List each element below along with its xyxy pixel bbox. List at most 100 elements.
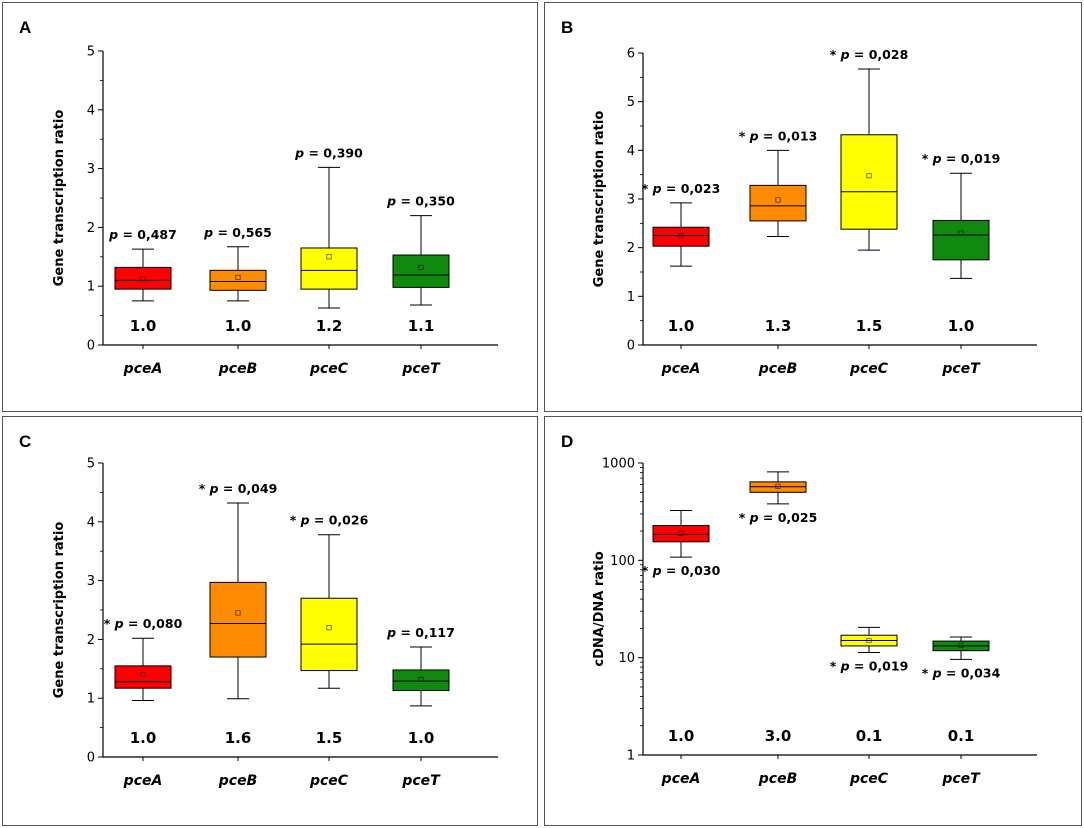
p-symbol: p [745, 128, 758, 143]
p-value-pceC: * p = 0,028 [830, 47, 909, 62]
p-symbol: p [836, 659, 849, 674]
y-axis-label: Gene transcription ratio [52, 110, 67, 287]
p-symbol: p [836, 47, 849, 62]
box-pceT [392, 254, 450, 288]
p-symbol: p [205, 481, 218, 496]
ratio-label-pceT: 1.1 [408, 317, 435, 335]
ratio-label-pceA: 1.0 [668, 317, 695, 335]
p-number: = 0,023 [662, 181, 721, 196]
p-symbol: p [386, 625, 396, 640]
y-tick-label: 5 [627, 95, 635, 110]
p-symbol: p [648, 563, 661, 578]
panel-c: C 0 1 2 3 4 5 Gene transcription ratio * p = 0,0… [2, 416, 538, 826]
panel-letter-b: B [561, 18, 573, 37]
y-tick-label: 0 [87, 751, 95, 766]
p-symbol: p [386, 194, 396, 209]
significance-star: * [739, 128, 746, 143]
significance-star: * [642, 181, 649, 196]
mean-marker-pceC [326, 254, 332, 260]
box-pceT [392, 669, 450, 692]
category-label-pceB: pceB [758, 361, 798, 377]
category-label-pceB: pceB [218, 773, 258, 789]
p-symbol: p [110, 616, 123, 631]
box-pceB [209, 269, 267, 291]
y-tick-label: 6 [627, 47, 635, 62]
panel-d: D 1 10 100 1000 cDNA/DNA ratio * p = 0,030 1.0 p… [544, 416, 1082, 826]
y-tick-label: 3 [87, 162, 95, 177]
y-tick-label: 1000 [602, 457, 635, 472]
significance-star: * [922, 665, 929, 680]
p-number: = 0,026 [310, 513, 369, 528]
p-number: = 0,025 [759, 510, 818, 525]
ratio-label-pceT: 1.0 [948, 317, 975, 335]
category-label-pceB: pceB [218, 361, 258, 377]
p-value-pceC: * p = 0,026 [290, 513, 369, 528]
y-tick-label: 1 [87, 280, 95, 295]
category-label-pceC: pceC [309, 361, 349, 377]
p-symbol: p [648, 181, 661, 196]
panel-a: A 0 1 2 3 4 5 Gene transcription ratio p = 0,487… [2, 2, 538, 412]
p-value-pceA: * p = 0,030 [642, 563, 721, 578]
y-tick-label: 2 [627, 241, 635, 256]
category-label-pceC: pceC [309, 773, 349, 789]
y-axis-label: Gene transcription ratio [52, 522, 67, 699]
significance-star: * [199, 481, 206, 496]
p-value-pceT: * p = 0,034 [922, 665, 1001, 680]
ratio-label-pceB: 3.0 [765, 727, 792, 745]
ratio-label-pceB: 1.3 [765, 317, 792, 335]
box-pceA [652, 226, 710, 247]
category-label-pceT: pceT [941, 771, 981, 787]
p-number: = 0,049 [219, 481, 278, 496]
y-tick-label: 1 [627, 290, 635, 305]
p-symbol: p [928, 665, 941, 680]
y-tick-label: 2 [87, 221, 95, 236]
chart-b: B 0 1 2 3 4 5 6 Gene transcription ratio * p = 0,… [561, 18, 1037, 377]
y-tick-label: 3 [87, 574, 95, 589]
y-tick-label: 4 [627, 144, 635, 159]
p-symbol: p [203, 225, 213, 240]
box-pceA [652, 524, 710, 543]
p-number: = 0,390 [304, 145, 363, 160]
ratio-label-pceT: 0.1 [948, 727, 975, 745]
panel-letter-a: A [19, 18, 31, 37]
p-value-pceT: p = 0,350 [386, 194, 455, 209]
mean-marker-pceC [326, 625, 332, 631]
p-value-pceB: * p = 0,049 [199, 481, 278, 496]
p-number: = 0,019 [850, 659, 909, 674]
y-tick-label: 100 [610, 554, 635, 569]
chart-c: C 0 1 2 3 4 5 Gene transcription ratio * p = 0,0… [19, 432, 498, 789]
category-label-pceA: pceA [661, 771, 701, 787]
mean-marker-pceA [140, 276, 146, 282]
p-symbol: p [928, 151, 941, 166]
mean-marker-pceA [678, 530, 684, 536]
mean-marker-pceB [235, 610, 241, 616]
p-number: = 0,350 [396, 194, 455, 209]
ratio-label-pceC: 1.2 [316, 317, 343, 335]
ratio-label-pceT: 1.0 [408, 729, 435, 747]
p-number: = 0,028 [850, 47, 909, 62]
p-value-pceT: * p = 0,019 [922, 151, 1001, 166]
p-value-pceB: * p = 0,025 [739, 510, 818, 525]
mean-marker-pceB [775, 197, 781, 203]
significance-star: * [830, 659, 837, 674]
y-tick-label: 0 [87, 339, 95, 354]
p-number: = 0,013 [759, 128, 818, 143]
mean-marker-pceT [418, 676, 424, 682]
significance-star: * [104, 616, 111, 631]
p-value-pceA: * p = 0,080 [104, 616, 183, 631]
box-pceC [300, 597, 358, 672]
box-pceC [300, 247, 358, 290]
y-tick-label: 5 [87, 457, 95, 472]
p-number: = 0,117 [396, 625, 455, 640]
p-value-pceC: p = 0,390 [294, 145, 363, 160]
box-pceB [749, 184, 807, 222]
category-label-pceT: pceT [941, 361, 981, 377]
p-value-pceA: p = 0,487 [108, 227, 177, 242]
p-symbol: p [294, 145, 304, 160]
p-number: = 0,034 [942, 665, 1001, 680]
p-value-pceT: p = 0,117 [386, 625, 455, 640]
y-tick-label: 5 [87, 45, 95, 60]
category-label-pceT: pceT [401, 361, 441, 377]
p-number: = 0,565 [213, 225, 272, 240]
mean-marker-pceB [775, 483, 781, 489]
